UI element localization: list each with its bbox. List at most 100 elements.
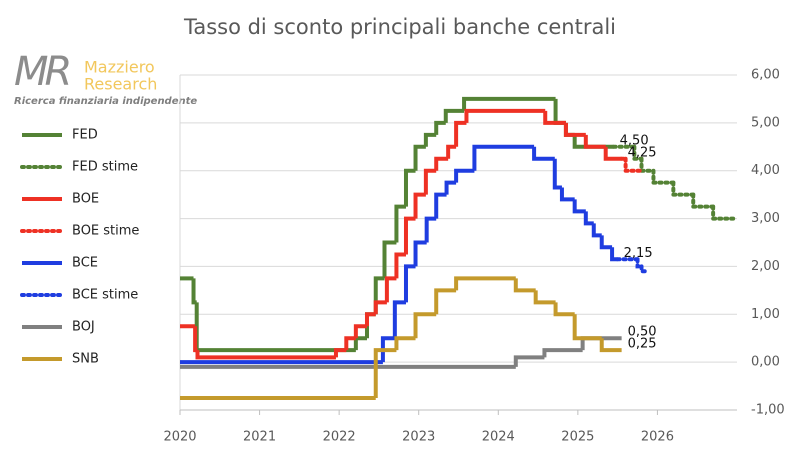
step-segment xyxy=(572,199,586,214)
step-segment xyxy=(380,336,395,363)
step-segment xyxy=(344,336,356,351)
x-tick-label: 2023 xyxy=(402,430,435,445)
step-segment xyxy=(603,146,622,161)
step-segment xyxy=(394,336,416,351)
step-segment xyxy=(533,290,556,305)
step-segment xyxy=(599,235,613,250)
step-segment xyxy=(394,204,406,243)
step-segment xyxy=(382,240,397,279)
series xyxy=(180,108,622,360)
legend-label: SNB xyxy=(72,352,99,367)
step-segment xyxy=(413,192,426,219)
step-segment xyxy=(384,276,397,303)
step-segment xyxy=(364,312,376,327)
step-segment xyxy=(639,264,648,274)
logo-mark: MR xyxy=(14,49,69,95)
step-segment xyxy=(454,120,467,147)
step-segment xyxy=(333,348,347,358)
x-tick-label: 2021 xyxy=(243,430,276,445)
legend-label: BOE stime xyxy=(72,224,139,239)
value-label: 0,25 xyxy=(628,337,657,352)
x-tick-label: 2022 xyxy=(323,430,356,445)
step-segment xyxy=(454,276,516,291)
step-segment xyxy=(454,168,475,183)
y-tick-label: 1,00 xyxy=(751,307,780,322)
step-segment xyxy=(472,144,535,171)
step-segment xyxy=(413,240,427,267)
step-segment xyxy=(632,144,644,161)
step-segment xyxy=(434,156,449,171)
step-segment xyxy=(423,168,437,195)
legend-label: FED stime xyxy=(72,160,138,175)
step-segment xyxy=(353,324,367,339)
value-label: 4,25 xyxy=(628,145,657,160)
chart-title: Tasso di sconto principali banche centra… xyxy=(183,15,616,39)
step-segment xyxy=(651,168,676,185)
step-segment xyxy=(572,314,602,341)
step-segment xyxy=(513,355,545,367)
step-segment xyxy=(599,338,622,353)
step-segment xyxy=(424,216,437,243)
y-tick-label: -1,00 xyxy=(751,403,785,418)
step-segment xyxy=(513,278,536,293)
legend-label: FED xyxy=(72,128,98,143)
step-segment xyxy=(444,180,457,195)
step-segment xyxy=(691,192,716,209)
step-segment xyxy=(542,348,583,358)
series xyxy=(180,144,618,365)
x-tick-label: 2020 xyxy=(163,430,196,445)
y-tick-label: 5,00 xyxy=(751,115,780,130)
step-segment xyxy=(403,216,416,255)
step-segment xyxy=(373,348,397,399)
x-tick-label: 2025 xyxy=(561,430,594,445)
value-label: 2,15 xyxy=(624,246,653,261)
step-segment xyxy=(462,96,556,111)
value-label: 0,50 xyxy=(628,325,657,340)
logo-name: Research xyxy=(84,75,157,94)
step-segment xyxy=(446,144,457,159)
step-segment xyxy=(443,108,465,123)
step-segment xyxy=(711,204,739,221)
step-segment xyxy=(553,302,575,317)
legend-label: BOE xyxy=(72,192,99,207)
step-segment xyxy=(373,300,387,315)
step-segment xyxy=(559,187,575,202)
step-segment xyxy=(591,223,602,238)
step-segment xyxy=(434,288,457,315)
y-tick-label: 4,00 xyxy=(751,163,780,178)
step-segment xyxy=(394,252,406,279)
step-segment xyxy=(552,158,562,190)
step-segment xyxy=(563,122,586,137)
series xyxy=(611,144,739,221)
step-segment xyxy=(195,350,336,360)
step-segment xyxy=(532,146,555,161)
step-segment xyxy=(623,156,644,173)
series xyxy=(615,257,648,274)
x-tick-label: 2026 xyxy=(641,430,674,445)
step-segment xyxy=(403,168,416,207)
step-segment xyxy=(413,312,437,339)
series xyxy=(180,276,622,401)
y-tick-label: 2,00 xyxy=(751,259,780,274)
x-tick-label: 2024 xyxy=(482,430,515,445)
step-segment xyxy=(413,144,426,171)
step-segment xyxy=(671,180,696,197)
step-segment xyxy=(583,134,606,149)
step-segment xyxy=(543,110,566,125)
legend-label: BCE stime xyxy=(72,288,138,303)
step-segment xyxy=(191,278,197,305)
logo-tagline: Ricerca finanziaria indipendente xyxy=(14,96,197,107)
y-tick-label: 3,00 xyxy=(751,211,780,226)
logo-name: Mazziero xyxy=(84,58,155,77)
y-tick-label: 6,00 xyxy=(751,68,780,83)
logo: MR Mazziero Research Ricerca finanziaria… xyxy=(14,49,197,107)
step-segment xyxy=(434,120,446,135)
step-segment xyxy=(583,211,594,226)
series xyxy=(619,156,644,173)
step-segment xyxy=(434,192,447,219)
legend-label: BCE xyxy=(72,256,98,271)
step-segment xyxy=(392,300,406,339)
step-segment xyxy=(464,108,546,123)
step-segment xyxy=(423,132,437,147)
